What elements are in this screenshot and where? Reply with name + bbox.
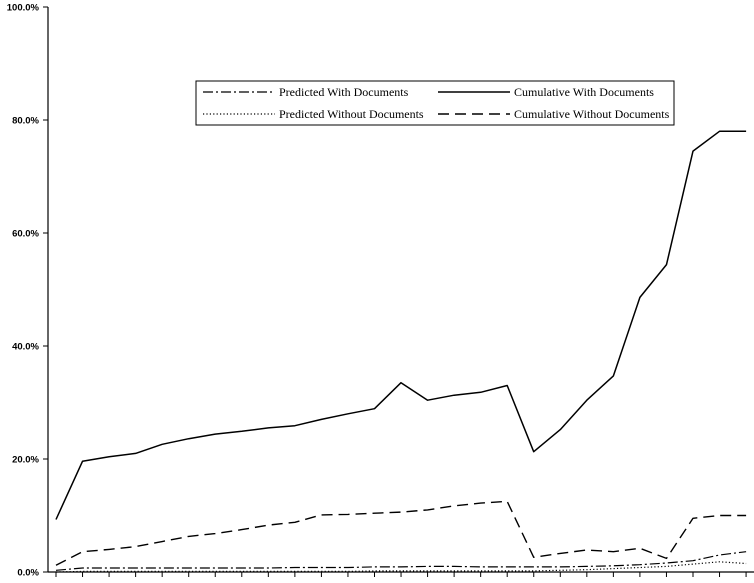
series-line-predicted-with-documents bbox=[55, 551, 747, 571]
series-lines bbox=[55, 130, 747, 573]
y-tick-label: 80.0% bbox=[12, 116, 39, 127]
y-tick-label: 0.0% bbox=[17, 568, 39, 579]
y-tick-label: 100.0% bbox=[7, 3, 40, 14]
series-line-cumulative-with-documents bbox=[55, 130, 747, 520]
legend-label: Cumulative With Documents bbox=[514, 85, 654, 99]
legend-label: Predicted With Documents bbox=[279, 85, 409, 99]
legend-box bbox=[195, 80, 675, 126]
series-line-cumulative-without-documents bbox=[55, 500, 747, 566]
y-axis-ticks: 0.0% 20.0% 40.0% 60.0% 80.0% 100.0% bbox=[7, 3, 48, 579]
y-tick-label: 40.0% bbox=[12, 342, 39, 353]
legend-label: Predicted Without Documents bbox=[279, 107, 424, 121]
legend-label: Cumulative Without Documents bbox=[514, 107, 670, 121]
series-line-predicted-without-documents bbox=[55, 561, 747, 573]
y-tick-label: 60.0% bbox=[12, 229, 39, 240]
y-tick-label: 20.0% bbox=[12, 455, 39, 466]
legend: Predicted With Documents Cumulative With … bbox=[195, 80, 675, 126]
x-axis-ticks bbox=[55, 572, 747, 577]
